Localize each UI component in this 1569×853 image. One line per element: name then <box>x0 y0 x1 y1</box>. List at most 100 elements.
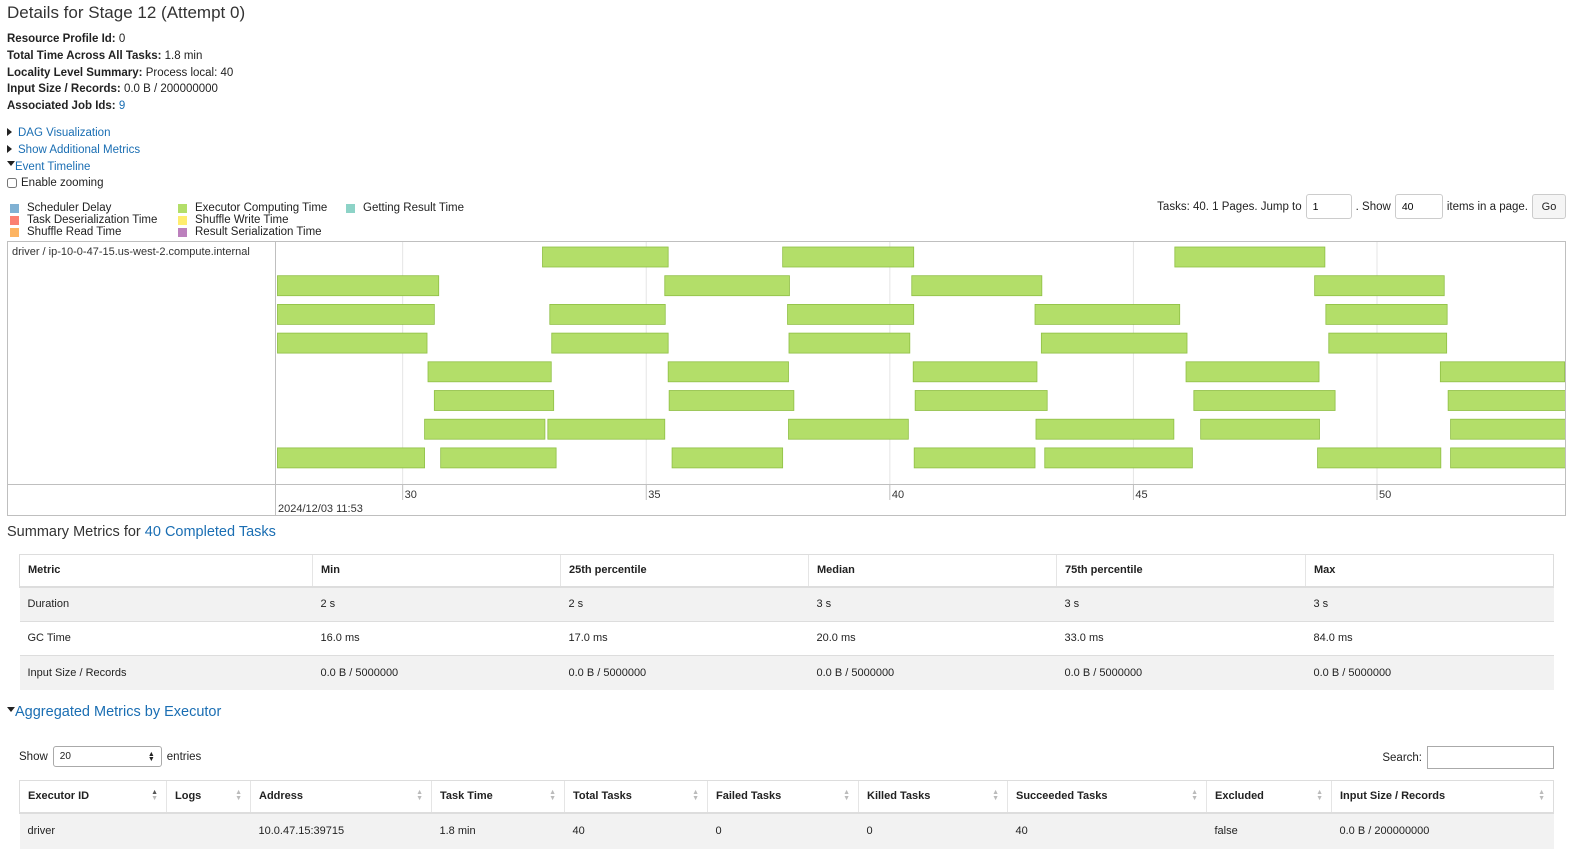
search-input[interactable] <box>1427 746 1554 769</box>
task-bar[interactable] <box>912 361 1038 383</box>
task-bar[interactable] <box>782 246 915 268</box>
task-bar[interactable] <box>914 390 1048 411</box>
page-title: Details for Stage 12 (Attempt 0) <box>7 3 246 22</box>
axis-tick-label: 45 <box>1135 489 1147 501</box>
task-bar[interactable] <box>664 275 790 297</box>
task-bar[interactable] <box>1034 304 1181 325</box>
column-header: Max <box>1305 554 1554 588</box>
jump-to-page-input[interactable] <box>1305 194 1352 219</box>
column-header-sortable[interactable]: Logs ▲ ▼ <box>166 780 251 814</box>
task-bar[interactable] <box>1200 418 1320 440</box>
task-bar[interactable] <box>549 304 666 325</box>
task-bar[interactable] <box>277 275 440 297</box>
table-cell: false <box>1206 812 1332 849</box>
legend-item: Result Serialization Time <box>178 226 322 238</box>
task-bar[interactable] <box>1317 447 1442 469</box>
task-bar[interactable] <box>440 447 557 469</box>
column-header-sortable[interactable]: Total Tasks ▲ ▼ <box>564 780 708 814</box>
task-bar[interactable] <box>667 361 789 383</box>
column-header-sortable[interactable]: Excluded ▲ ▼ <box>1206 780 1332 814</box>
legend-swatch <box>10 203 19 213</box>
task-bar[interactable] <box>1450 418 1566 440</box>
column-header-sortable[interactable]: Task Time ▲ ▼ <box>431 780 565 814</box>
table-cell: 3 s <box>808 586 1057 621</box>
task-bar[interactable] <box>1044 447 1193 469</box>
task-bar[interactable] <box>1325 304 1448 325</box>
aggregated-metrics-link[interactable]: Aggregated Metrics by Executor <box>15 704 222 720</box>
sort-icon: ▲ ▼ <box>1191 789 1198 802</box>
task-bar[interactable] <box>433 390 555 411</box>
task-bar[interactable] <box>911 275 1043 297</box>
job-id-link[interactable]: 9 <box>118 100 126 112</box>
table-cell: 33.0 ms <box>1056 620 1306 656</box>
column-header-sortable[interactable]: Address ▲ ▼ <box>250 780 432 814</box>
task-bar[interactable] <box>1035 418 1175 440</box>
column-header-sortable[interactable]: Input Size / Records ▲ ▼ <box>1331 780 1554 814</box>
legend-item: Task Deserialization Time <box>10 214 157 226</box>
table-header-row: Metric Min 25th percentile Median 75th p… <box>19 554 1554 588</box>
info-resource-profile: Resource Profile Id: 0 <box>7 33 126 45</box>
entries-select[interactable]: 20 ▲ ▼ <box>52 746 162 767</box>
task-bar[interactable] <box>1450 447 1566 469</box>
completed-tasks-link[interactable]: 40 Completed Tasks <box>144 524 276 540</box>
task-bar[interactable] <box>1447 390 1566 411</box>
task-bar[interactable] <box>787 304 915 325</box>
additional-metrics-link[interactable]: Show Additional Metrics <box>18 144 141 156</box>
table-cell: Input Size / Records <box>19 655 313 690</box>
dag-visualization-link[interactable]: DAG Visualization <box>18 127 111 139</box>
table-cell: 0.0 B / 200000000 <box>1331 812 1554 849</box>
column-header-sortable[interactable]: Executor ID ▲ ▼ <box>19 780 167 814</box>
task-bar[interactable] <box>542 246 669 268</box>
additional-metrics-toggle[interactable]: Show Additional Metrics <box>7 144 140 156</box>
task-bar[interactable] <box>277 447 425 469</box>
task-bar[interactable] <box>1328 332 1448 354</box>
task-bar[interactable] <box>668 390 795 411</box>
items-per-page-input[interactable] <box>1394 194 1443 219</box>
table-cell: 10.0.47.15:39715 <box>250 812 432 849</box>
executor-search: Search: <box>1382 746 1554 769</box>
task-bar[interactable] <box>551 332 669 354</box>
task-bar[interactable] <box>277 332 428 354</box>
column-header-sortable[interactable]: Killed Tasks ▲ ▼ <box>858 780 1008 814</box>
legend-item: Getting Result Time <box>346 202 464 214</box>
enable-zooming-checkbox[interactable] <box>7 178 17 188</box>
table-cell: 0.0 B / 5000000 <box>1056 655 1306 690</box>
task-bar[interactable] <box>1185 361 1320 383</box>
go-button[interactable]: Go <box>1532 194 1566 219</box>
collapse-arrow-icon <box>7 161 15 167</box>
legend-item: Shuffle Read Time <box>10 226 121 238</box>
task-bar[interactable] <box>424 418 546 440</box>
dag-visualization-toggle[interactable]: DAG Visualization <box>7 127 110 139</box>
task-bar[interactable] <box>1314 275 1445 297</box>
table-cell: driver <box>19 812 167 849</box>
pager-suffix: items in a page. <box>1446 200 1528 213</box>
column-header-sortable[interactable]: Succeeded Tasks ▲ ▼ <box>1007 780 1207 814</box>
task-bar[interactable] <box>788 332 911 354</box>
task-bar[interactable] <box>277 304 435 325</box>
event-timeline-toggle[interactable]: Event Timeline <box>7 161 90 173</box>
pager-prefix: Tasks: 40. 1 Pages. Jump to <box>1157 200 1302 213</box>
expand-arrow-icon <box>7 127 12 136</box>
task-bar[interactable] <box>1439 361 1565 383</box>
sort-icon: ▲ ▼ <box>1316 789 1323 802</box>
task-bar[interactable] <box>547 418 666 440</box>
axis-tick-label: 35 <box>648 489 660 501</box>
legend-item: Scheduler Delay <box>10 202 111 214</box>
task-bar[interactable] <box>671 447 784 469</box>
task-bar[interactable] <box>913 447 1036 469</box>
task-bar[interactable] <box>1174 246 1326 268</box>
table-cell: 40 <box>564 812 708 849</box>
column-header-sortable[interactable]: Failed Tasks ▲ ▼ <box>707 780 859 814</box>
timeline-plot[interactable]: 30 35 40 45 50 <box>276 242 1566 515</box>
table-cell: 0 <box>858 812 1008 849</box>
task-bar[interactable] <box>788 418 909 440</box>
event-timeline: driver / ip-10-0-47-15.us-west-2.compute… <box>7 241 1566 516</box>
task-bar[interactable] <box>427 361 552 383</box>
entries-label: entries <box>166 750 202 763</box>
column-header: Min <box>312 554 561 588</box>
task-bar[interactable] <box>1040 332 1188 354</box>
event-timeline-link[interactable]: Event Timeline <box>15 161 91 173</box>
enable-zooming-label: Enable zooming <box>21 177 104 189</box>
aggregated-metrics-toggle[interactable]: Aggregated Metrics by Executor <box>7 704 221 720</box>
task-bar[interactable] <box>1193 390 1336 411</box>
